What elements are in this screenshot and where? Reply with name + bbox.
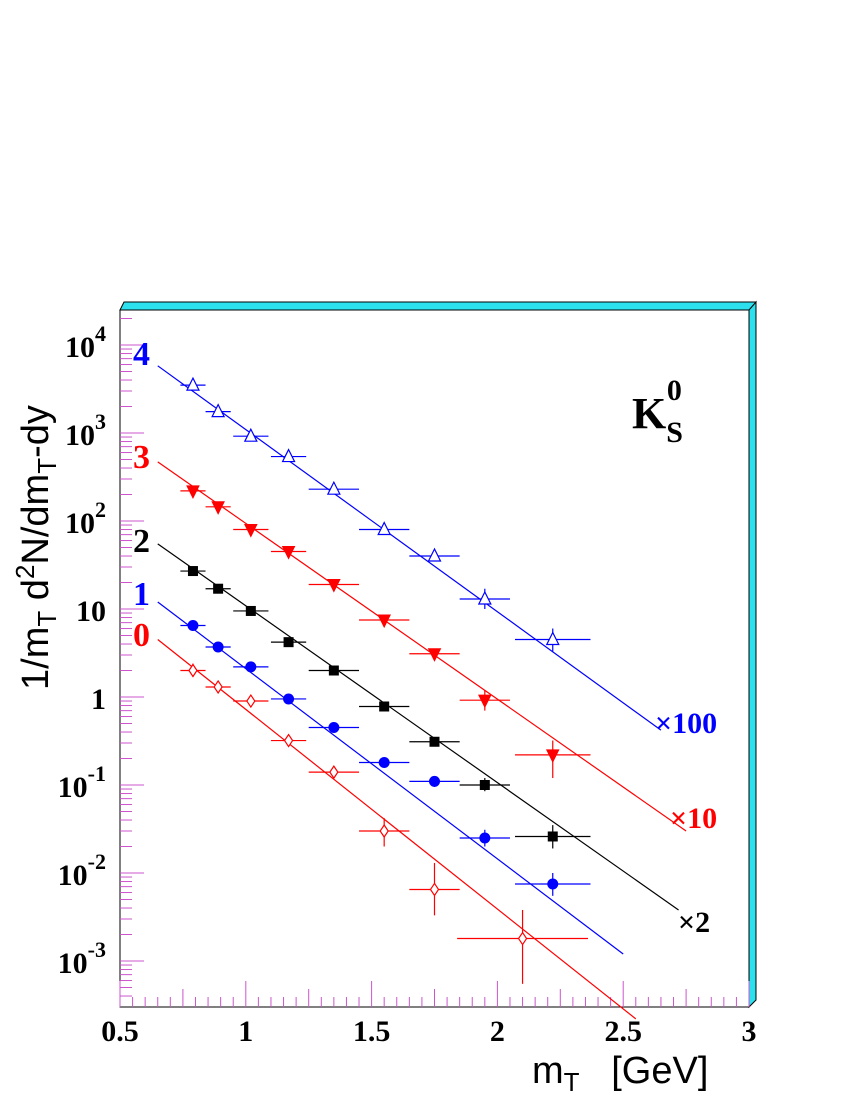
data-point: [547, 831, 558, 842]
data-point: [479, 832, 491, 844]
x-tick-label: 2: [490, 1015, 505, 1048]
data-point: [478, 694, 492, 709]
series-2: [180, 566, 591, 849]
y-tick-label: 10: [76, 595, 106, 628]
data-point: [281, 448, 296, 463]
data-point: [326, 480, 341, 495]
y-tick-label: 10-2: [58, 849, 106, 892]
scale-label-2: ×2: [678, 906, 710, 939]
x-tick-label: 3: [742, 1015, 757, 1048]
series-0: [180, 663, 588, 984]
y-tick-label: 1: [91, 683, 106, 716]
fit-lines: [157, 365, 687, 1020]
fit-line-1: [157, 601, 624, 955]
data-point: [327, 578, 341, 593]
data-point: [545, 749, 560, 763]
series-label-2: 2: [133, 523, 150, 560]
particle-main: K: [632, 389, 666, 438]
series-label-1: 1: [133, 576, 150, 613]
x-axis-label: mT [GeV]: [532, 1050, 708, 1097]
fit-line-2: [157, 543, 679, 911]
data-point: [281, 546, 296, 560]
scale-label-3: ×10: [670, 802, 717, 835]
data-point: [427, 648, 442, 662]
y-tick-label: 10-1: [58, 761, 106, 804]
y-axis-label: 1/mT d2N/dmT-dy: [10, 405, 62, 690]
fit-line-4: [157, 365, 662, 731]
frame-top-edge: [119, 301, 757, 311]
data-point: [245, 605, 256, 616]
x-tick-label: 0.5: [101, 1015, 139, 1048]
data-point: [283, 637, 294, 648]
particle-label: KS 0: [632, 374, 683, 449]
data-point: [283, 693, 295, 705]
data-point: [545, 631, 560, 646]
series-4: [180, 376, 591, 652]
data-point: [329, 765, 339, 780]
data-point: [479, 780, 490, 790]
data-point: [328, 665, 339, 676]
data-point: [283, 733, 294, 748]
fit-line-0: [157, 639, 637, 1020]
data-point: [185, 376, 200, 391]
data-points: [180, 376, 591, 984]
particle-sup: 0: [667, 374, 682, 407]
series-1: [180, 619, 591, 896]
data-point: [328, 722, 340, 734]
data-point: [213, 679, 223, 695]
fit-line-3: [157, 461, 687, 832]
data-point: [213, 583, 224, 594]
data-point: [427, 547, 442, 562]
x-tick-label: 1.5: [353, 1015, 391, 1048]
data-point: [379, 823, 389, 839]
data-point: [187, 566, 198, 577]
frame-right-edge: [748, 300, 757, 1009]
particle-sub: S: [666, 416, 683, 449]
data-point: [212, 641, 224, 653]
data-point: [187, 619, 199, 631]
data-point: [246, 693, 256, 709]
x-tick-label: 1: [238, 1015, 253, 1048]
data-point: [377, 614, 391, 629]
data-point: [188, 663, 198, 678]
data-point: [186, 485, 200, 499]
data-point: [379, 701, 390, 712]
y-tick-label: 10-3: [58, 937, 106, 980]
data-point: [243, 427, 258, 442]
data-point: [547, 878, 559, 890]
y-tick-label: 102: [65, 497, 106, 540]
data-point: [517, 931, 528, 946]
data-point: [429, 736, 440, 747]
series-label-0: 0: [133, 617, 150, 654]
data-point: [477, 590, 492, 605]
series-label-3: 3: [133, 439, 150, 476]
series-3: [180, 485, 591, 779]
scale-label-4: ×100: [655, 707, 717, 740]
series-label-4: 4: [133, 336, 150, 373]
data-point: [244, 524, 258, 538]
data-point: [211, 403, 226, 418]
data-point: [245, 661, 257, 673]
y-tick-label: 103: [65, 409, 106, 452]
x-tick-label: 2.5: [604, 1015, 642, 1048]
data-point: [377, 521, 392, 536]
data-point: [429, 882, 440, 897]
data-point: [378, 757, 390, 769]
y-tick-label: 104: [65, 321, 106, 364]
labels: 4 ×100 3 ×10 2 ×2 1 0: [133, 336, 717, 939]
data-point: [429, 775, 440, 787]
data-point: [211, 501, 225, 515]
